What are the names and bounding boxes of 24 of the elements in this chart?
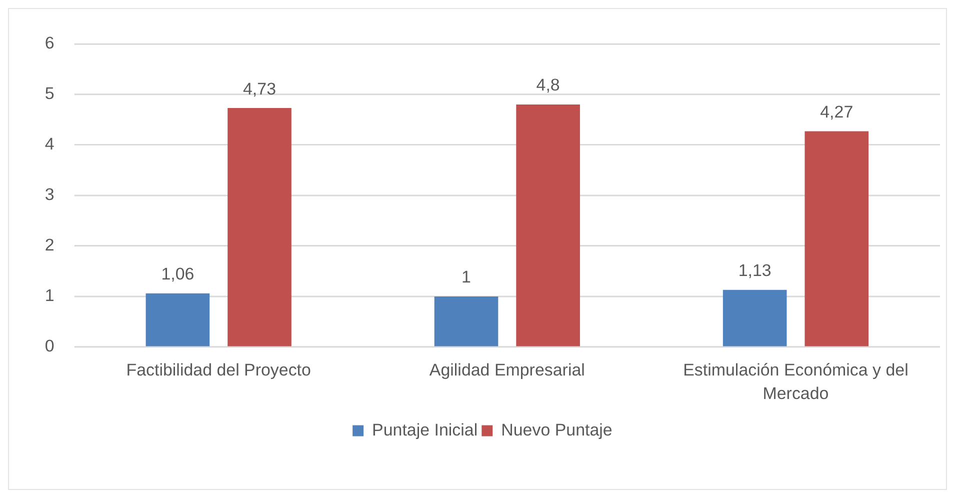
y-tick-label: 3	[44, 185, 54, 204]
bar	[434, 296, 498, 346]
bar	[804, 131, 869, 346]
data-label: 4,27	[820, 102, 854, 122]
data-label: 1	[462, 268, 471, 287]
y-tick-label: 6	[44, 34, 54, 53]
data-label: 1,13	[738, 261, 772, 280]
x-tick-label: Estimulación Económica y del Mercado	[683, 360, 908, 404]
data-label: 4,73	[243, 79, 276, 98]
y-tick-label: 0	[44, 336, 54, 356]
bar	[146, 293, 210, 346]
data-label: 4,8	[536, 76, 560, 95]
bar	[516, 104, 580, 346]
legend-label: Puntaje Inicial	[372, 420, 478, 440]
y-tick-label: 4	[44, 134, 54, 154]
y-tick-label: 1	[44, 286, 54, 306]
y-tick-label: 5	[44, 84, 54, 104]
x-tick-label: Agilidad Empresarial	[429, 360, 585, 380]
x-tick-label: Factibilidad del Proyecto	[126, 360, 311, 380]
legend-label: Nuevo Puntaje	[501, 420, 612, 440]
data-label: 1,06	[161, 264, 194, 284]
y-tick-label: 2	[44, 236, 54, 255]
bar	[722, 290, 787, 346]
bar	[228, 108, 292, 346]
